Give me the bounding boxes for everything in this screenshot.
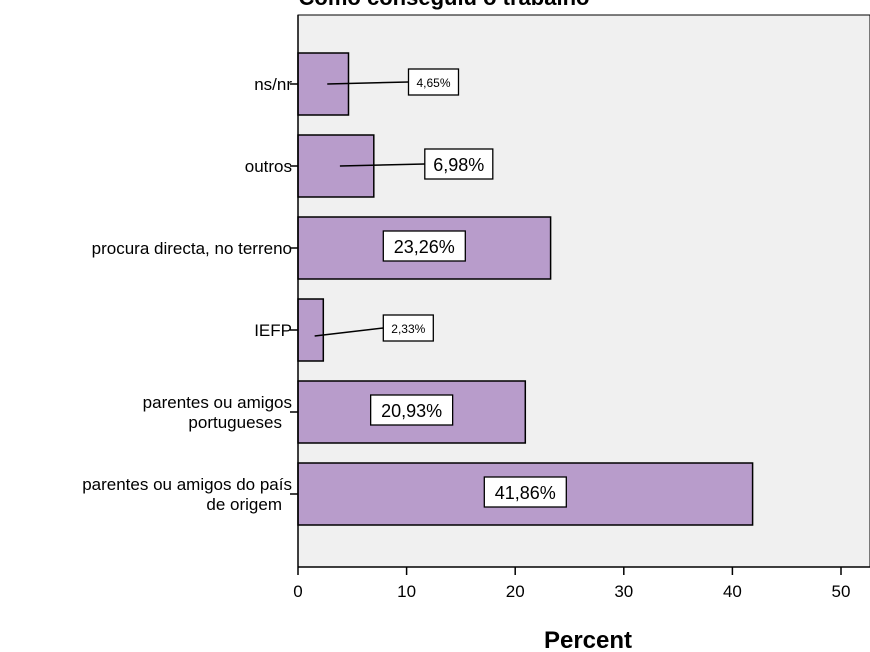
svg-text:20,93%: 20,93%: [381, 401, 442, 421]
bar: [298, 299, 323, 361]
svg-text:4,65%: 4,65%: [416, 76, 450, 90]
category-label: parentes ou amigos do país de origem: [82, 475, 292, 514]
x-tick-label: 10: [397, 582, 416, 601]
x-axis-title: Percent: [544, 627, 632, 652]
x-tick-label: 20: [506, 582, 525, 601]
svg-text:6,98%: 6,98%: [433, 155, 484, 175]
x-tick-label: 40: [723, 582, 742, 601]
x-tick-label: 50: [832, 582, 851, 601]
category-label: parentes ou amigos portugueses: [143, 393, 292, 432]
data-label: 20,93%: [371, 395, 453, 425]
svg-text:41,86%: 41,86%: [495, 483, 556, 503]
category-labels-group: ns/nr outros procura directa, no terreno IE…: [82, 75, 292, 514]
category-label: ns/nr: [254, 75, 292, 94]
svg-text:23,26%: 23,26%: [394, 237, 455, 257]
category-label: IEFP: [254, 321, 292, 340]
x-tick-label: 0: [293, 582, 302, 601]
category-label: procura directa, no terreno: [92, 239, 292, 258]
svg-text:2,33%: 2,33%: [391, 322, 425, 336]
data-label: 41,86%: [484, 477, 566, 507]
category-label: outros: [245, 157, 292, 176]
data-label: 23,26%: [383, 231, 465, 261]
chart-title: Como conseguiu o trabalho: [299, 0, 590, 10]
x-tick-label: 30: [614, 582, 633, 601]
